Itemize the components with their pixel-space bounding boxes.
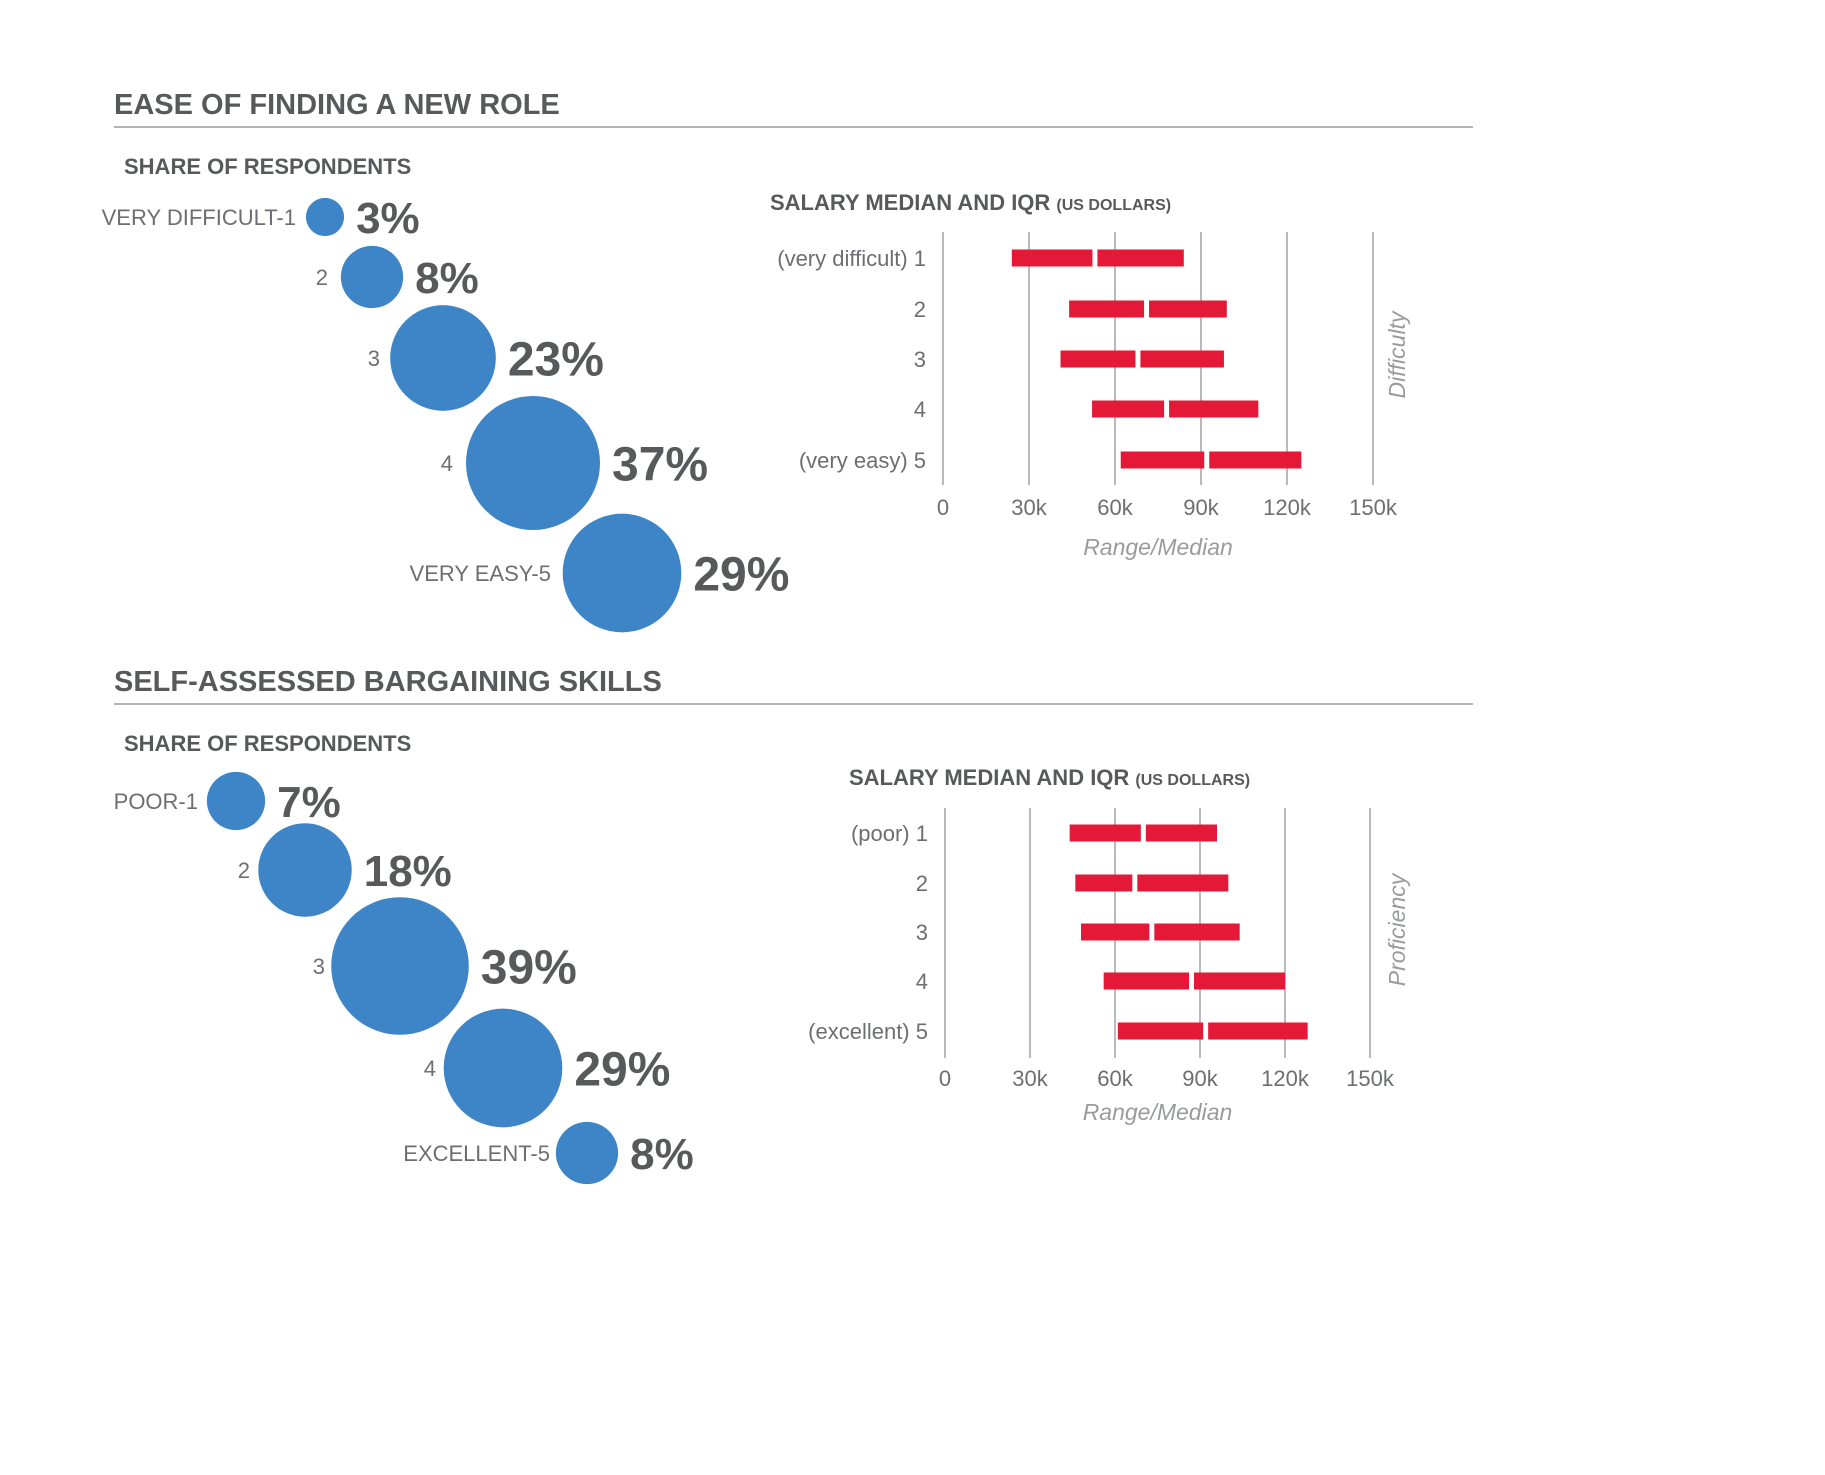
iqr-upper-bar	[1097, 249, 1184, 267]
share-bubble	[555, 1121, 619, 1185]
x-tick-label: 60k	[1097, 495, 1133, 520]
bubble-category-label: VERY DIFFICULT-1	[102, 205, 296, 230]
iqr-lower-bar	[1120, 451, 1205, 469]
iqr-lower-bar	[1092, 400, 1165, 418]
iqr-upper-bar	[1169, 400, 1259, 418]
x-tick-label: 60k	[1097, 1066, 1133, 1091]
iqr-upper-bar	[1194, 972, 1285, 990]
bubble-value-label: 39%	[481, 941, 577, 994]
bubble-value-label: 18%	[364, 847, 452, 896]
category-label: 2	[914, 297, 926, 322]
bubble-value-label: 29%	[574, 1043, 670, 1096]
bubble-category-label: 2	[238, 858, 250, 883]
x-tick-label: 120k	[1263, 495, 1312, 520]
iqr-lower-bar	[1060, 350, 1136, 368]
iqr-lower-bar	[1103, 972, 1189, 990]
bubble-value-label: 8%	[415, 254, 479, 303]
bubble-category-label: 4	[441, 451, 453, 476]
range-chart-title-main: SALARY MEDIAN AND IQR	[770, 190, 1056, 215]
category-label: (poor) 1	[851, 821, 928, 846]
share-bubble	[305, 197, 345, 237]
section-title: EASE OF FINDING A NEW ROLE	[114, 89, 560, 121]
x-tick-label: 0	[939, 1066, 951, 1091]
iqr-upper-bar	[1137, 874, 1229, 892]
share-bubble	[443, 1008, 563, 1128]
y-axis-title: Proficiency	[1384, 872, 1410, 986]
iqr-upper-bar	[1154, 923, 1240, 941]
x-tick-label: 90k	[1182, 1066, 1218, 1091]
category-label: 3	[914, 347, 926, 372]
share-bubble	[331, 897, 469, 1035]
bubble-category-label: VERY EASY-5	[410, 561, 551, 586]
category-label: 4	[916, 969, 928, 994]
range-chart-title: SALARY MEDIAN AND IQR (US DOLLARS)	[849, 765, 1250, 790]
iqr-lower-bar	[1117, 1022, 1204, 1040]
category-label: 3	[916, 920, 928, 945]
category-label: (excellent) 5	[808, 1019, 928, 1044]
range-chart-title: SALARY MEDIAN AND IQR (US DOLLARS)	[770, 190, 1171, 215]
iqr-lower-bar	[1075, 874, 1133, 892]
bubble-value-label: 37%	[612, 438, 708, 491]
x-tick-label: 90k	[1183, 495, 1219, 520]
share-bubble	[466, 396, 600, 530]
category-label: (very difficult) 1	[777, 246, 926, 271]
iqr-upper-bar	[1145, 824, 1217, 842]
range-chart-title-unit: (US DOLLARS)	[1135, 772, 1250, 789]
bubble-value-label: 3%	[356, 194, 420, 243]
bubble-category-label: 3	[313, 954, 325, 979]
category-label: 2	[916, 871, 928, 896]
bubble-chart-title: SHARE OF RESPONDENTS	[124, 731, 411, 756]
share-bubble	[390, 305, 496, 411]
share-bubble	[258, 823, 352, 917]
iqr-upper-bar	[1208, 1022, 1308, 1040]
x-tick-label: 150k	[1346, 1066, 1395, 1091]
iqr-lower-bar	[1081, 923, 1150, 941]
share-bubble	[340, 245, 404, 309]
range-chart-title-main: SALARY MEDIAN AND IQR	[849, 765, 1135, 790]
bubble-value-label: 23%	[508, 333, 604, 386]
y-axis-title: Difficulty	[1384, 310, 1410, 398]
bubble-category-label: EXCELLENT-5	[403, 1141, 550, 1166]
category-label: (very easy) 5	[799, 448, 926, 473]
x-tick-label: 30k	[1011, 495, 1047, 520]
bubble-value-label: 29%	[693, 548, 789, 601]
section-title: SELF-ASSESSED BARGAINING SKILLS	[114, 666, 662, 698]
x-tick-label: 120k	[1261, 1066, 1310, 1091]
bubble-value-label: 7%	[277, 778, 341, 827]
x-tick-label: 0	[937, 495, 949, 520]
bubble-category-label: 3	[368, 346, 380, 371]
x-axis-title: Range/Median	[1083, 1099, 1233, 1125]
x-tick-label: 30k	[1012, 1066, 1048, 1091]
iqr-lower-bar	[1069, 300, 1145, 318]
bubble-chart-title: SHARE OF RESPONDENTS	[124, 154, 411, 179]
range-chart-title-unit: (US DOLLARS)	[1056, 197, 1171, 214]
bubble-category-label: 2	[316, 265, 328, 290]
iqr-lower-bar	[1011, 249, 1093, 267]
iqr-upper-bar	[1209, 451, 1302, 469]
bubble-category-label: 4	[424, 1056, 436, 1081]
category-label: 4	[914, 397, 926, 422]
iqr-upper-bar	[1149, 300, 1227, 318]
x-axis-title: Range/Median	[1083, 534, 1233, 560]
share-bubble	[206, 771, 266, 831]
iqr-upper-bar	[1140, 350, 1224, 368]
bubble-value-label: 8%	[630, 1130, 694, 1179]
x-tick-label: 150k	[1349, 495, 1398, 520]
share-bubble	[562, 513, 682, 633]
iqr-lower-bar	[1069, 824, 1141, 842]
bubble-category-label: POOR-1	[114, 789, 198, 814]
